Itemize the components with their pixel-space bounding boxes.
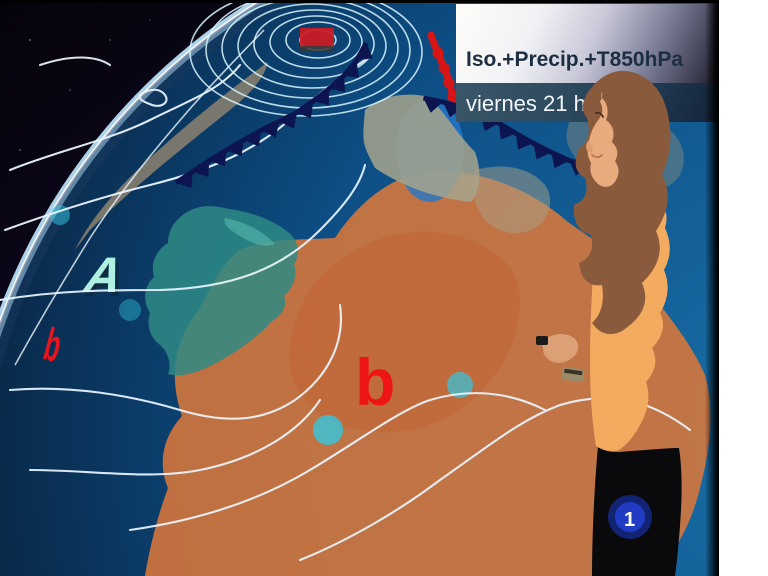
svg-text:1: 1 (624, 509, 635, 531)
